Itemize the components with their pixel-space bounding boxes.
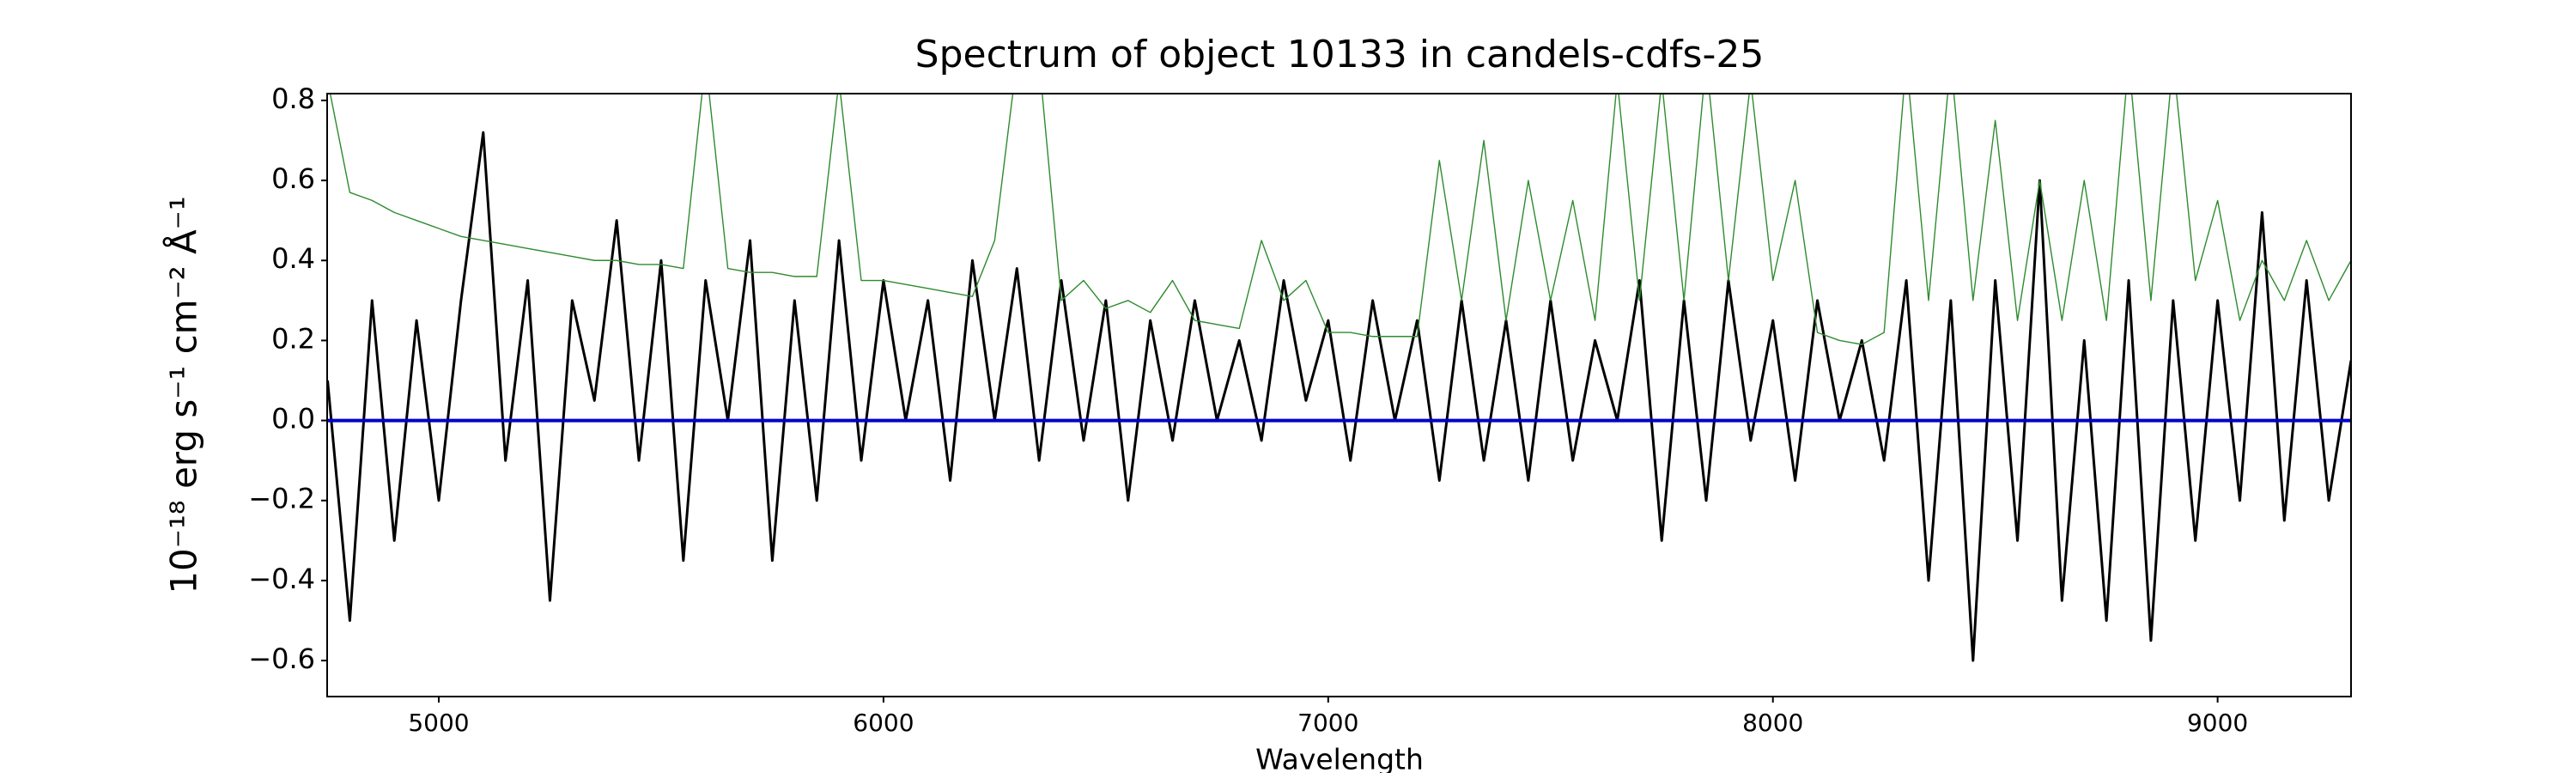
chart-title: Spectrum of object 10133 in candels-cdfs…	[915, 33, 1765, 76]
y-tick-label: −0.2	[248, 483, 315, 515]
x-axis-label: Wavelength	[1255, 743, 1424, 773]
plot-area	[327, 94, 2351, 662]
x-tick-label: 7000	[1297, 709, 1358, 737]
y-tick-label: −0.6	[248, 642, 315, 675]
y-axis-label: 10⁻¹⁸ erg s⁻¹ cm⁻² Å⁻¹	[162, 196, 205, 593]
spectrum-line	[329, 94, 2351, 345]
y-tick-label: 0.0	[271, 403, 315, 435]
y-tick-label: −0.4	[248, 563, 315, 595]
y-tick-label: 0.2	[271, 322, 315, 355]
spectrum-line	[327, 131, 2351, 662]
x-tick-label: 5000	[408, 709, 469, 737]
x-tick-label: 6000	[853, 709, 914, 737]
axes-frame	[326, 93, 2352, 697]
y-tick-label: 0.4	[271, 242, 315, 275]
y-tick-label: 0.8	[271, 82, 315, 115]
y-tick-label: 0.6	[271, 162, 315, 195]
x-tick-label: 9000	[2187, 709, 2248, 737]
x-tick-label: 8000	[1742, 709, 1803, 737]
